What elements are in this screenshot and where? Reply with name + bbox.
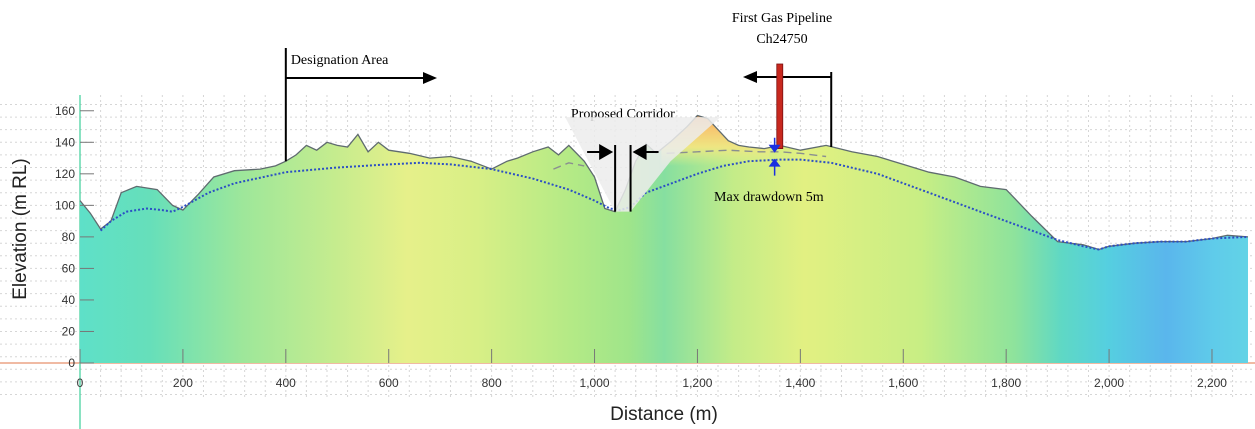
corridor-shading xyxy=(565,117,721,212)
pre-drawdown-line xyxy=(553,162,585,170)
y-tick-label: 140 xyxy=(55,135,75,149)
x-tick-label: 1,000 xyxy=(580,376,610,390)
left-arrow-icon xyxy=(743,71,757,83)
x-tick-label: 1,600 xyxy=(888,376,918,390)
right-arrow-icon xyxy=(599,144,614,160)
ground-surface-line xyxy=(79,114,1249,251)
series-layer xyxy=(79,114,1249,251)
y-axis-title: Elevation (m RL) xyxy=(10,158,31,300)
x-tick-label: 400 xyxy=(276,376,296,390)
y-tick-label: 160 xyxy=(55,104,75,118)
down-arrow-icon xyxy=(768,144,781,153)
y-tick-label: 60 xyxy=(62,261,76,275)
x-tick-label: 2,000 xyxy=(1094,376,1124,390)
x-tick-label: 1,400 xyxy=(785,376,815,390)
designation-area-label: Designation Area xyxy=(291,53,389,68)
y-tick-label: 40 xyxy=(62,293,76,307)
right-arrow-icon xyxy=(423,72,437,84)
x-tick-label: 0 xyxy=(77,376,84,390)
up-arrow-icon xyxy=(768,158,781,167)
groundwater-line xyxy=(99,158,1249,251)
x-tick-label: 200 xyxy=(173,376,193,390)
max-drawdown-label: Max drawdown 5m xyxy=(714,190,824,205)
y-tick-label: 100 xyxy=(55,198,75,212)
x-tick-label: 2,200 xyxy=(1197,376,1227,390)
pre-drawdown-line xyxy=(666,149,827,158)
x-tick-label: 800 xyxy=(482,376,502,390)
chainage-label: Ch24750 xyxy=(756,32,807,47)
annotations: Designation Area Proposed Corridor First… xyxy=(284,11,833,212)
pipeline-pipe xyxy=(776,63,784,149)
pipeline-label: First Gas Pipeline xyxy=(732,11,832,26)
y-tick-label: 20 xyxy=(62,324,76,338)
y-tick-label: 0 xyxy=(68,356,75,370)
x-axis-title: Distance (m) xyxy=(610,404,718,425)
x-tick-label: 600 xyxy=(379,376,399,390)
x-tick-label: 1,800 xyxy=(991,376,1021,390)
y-tick-label: 80 xyxy=(62,230,76,244)
y-tick-label: 120 xyxy=(55,167,75,181)
tick-labels: 0 200 400 600 800 1,000 1,200 1,400 1,600 1,800 2,… xyxy=(55,104,1227,390)
left-arrow-icon xyxy=(632,144,647,160)
x-tick-label: 1,200 xyxy=(682,376,712,390)
